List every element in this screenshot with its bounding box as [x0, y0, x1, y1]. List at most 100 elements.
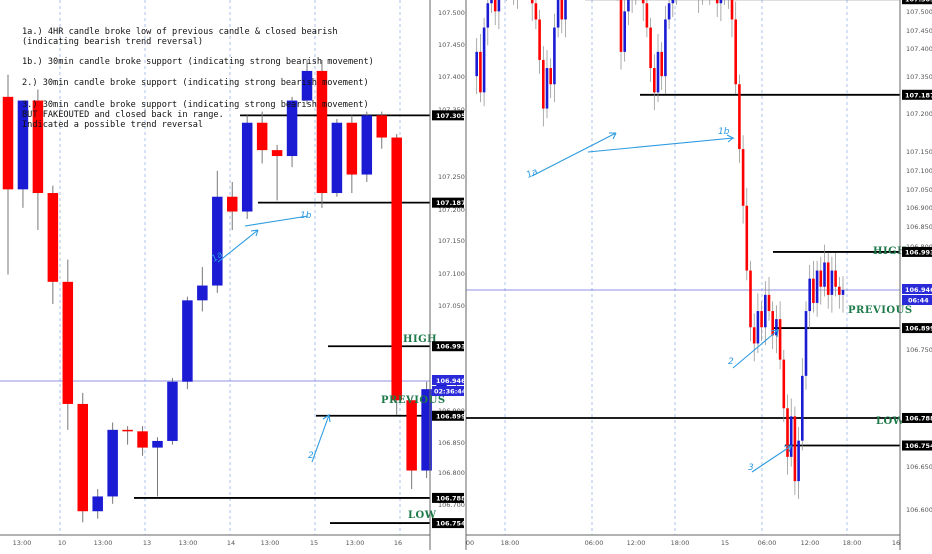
right-candle-body: [808, 278, 811, 312]
left-price-tick: 107.500: [438, 9, 465, 17]
left-low-label: LOW: [408, 510, 437, 521]
right-candle-body: [627, 0, 630, 12]
right-candle-body: [789, 416, 793, 457]
right-candle-body: [782, 359, 786, 409]
left-level-tag-label: 107.187: [436, 199, 466, 207]
left-countdown-tag: [432, 386, 464, 396]
left-candle-body: [406, 400, 417, 471]
left-level-tag: [432, 110, 464, 121]
right-price-tick: 106.850: [906, 223, 932, 231]
right-candle-body: [556, 0, 560, 28]
right-level-tag: [902, 246, 932, 257]
right-candle-body: [771, 311, 774, 336]
right-candle-body: [745, 205, 749, 271]
right-candle-body: [826, 262, 830, 295]
left-level-tag: [432, 341, 464, 352]
right-candle-body: [815, 270, 819, 303]
left-candle-body: [152, 440, 163, 448]
right-candle-body: [823, 262, 826, 287]
right-candle-body: [641, 0, 645, 4]
right-candle-body: [545, 68, 549, 109]
right-candle-body: [719, 0, 723, 4]
right-level-tag: [902, 440, 932, 451]
left-current-price-label: 106.946: [436, 377, 466, 385]
note-3-reversal: Indicated a possible trend reversal: [22, 120, 204, 130]
right-label-3: 3: [748, 463, 754, 473]
right-candle-body: [838, 286, 841, 295]
right-previous-label: PREVIOUS: [848, 305, 913, 316]
left-candle-body: [32, 100, 44, 194]
right-candle-body: [664, 19, 667, 77]
right-level-tag: [902, 89, 932, 100]
left-candle-body: [47, 193, 59, 282]
right-candle-body: [767, 294, 771, 312]
right-candle-body: [738, 84, 741, 150]
right-candle-body: [786, 408, 789, 457]
right-candle-body: [623, 11, 626, 52]
left-candle-body: [137, 431, 148, 448]
right-candle-body: [797, 440, 800, 482]
right-price-tick: 106.900: [906, 204, 932, 212]
left-candle-body: [182, 300, 193, 382]
right-candle-body: [741, 149, 745, 206]
right-candle-body: [560, 0, 564, 20]
right-candle-body: [734, 19, 737, 85]
right-candle-body: [486, 3, 490, 28]
left-candle-body: [77, 403, 88, 512]
left-time-tick: 14: [227, 539, 235, 547]
right-price-tick: 106.650: [906, 463, 932, 471]
right-candle-body: [656, 51, 660, 93]
left-price-tick: 107.050: [438, 302, 465, 310]
left-price-tick: 107.150: [438, 237, 465, 245]
note-1a-line1: 1a.) 4HR candle broke low of previous ca…: [22, 27, 338, 37]
left-time-tick: 16: [394, 539, 402, 547]
right-price-tick: 107.500: [906, 8, 932, 16]
right-price-tick: 106.600: [906, 506, 932, 514]
right-candle-body: [715, 0, 719, 4]
right-time-tick: 18:00: [501, 539, 520, 547]
right-candle-body: [812, 278, 815, 303]
left-time-tick: 13: [143, 539, 151, 547]
left-price-tick: 107.200: [438, 206, 465, 214]
right-candle-body: [493, 0, 497, 12]
right-level-tag: [902, 323, 932, 334]
right-candle-body: [793, 416, 797, 482]
right-candle-body: [530, 0, 534, 4]
left-price-tick: 107.350: [438, 106, 465, 114]
left-time-tick: 15: [310, 539, 318, 547]
right-candle-body: [538, 19, 541, 60]
right-countdown-label: 06:44: [908, 297, 929, 305]
right-level-tag-label: 106.899: [905, 325, 932, 333]
left-price-tick: 107.400: [438, 73, 465, 81]
left-time-tick: 13:00: [179, 539, 198, 547]
left-level-tag-label: 106.788: [436, 494, 466, 502]
right-price-tick: 107.400: [906, 45, 932, 53]
right-candle-body: [667, 3, 671, 20]
right-price-tick: 107.100: [906, 167, 932, 175]
left-time-tick: 13:00: [346, 539, 365, 547]
right-candle-body: [649, 27, 652, 69]
left-candle-body: [212, 196, 223, 286]
left-candle-body: [421, 389, 432, 471]
left-level-tag: [432, 197, 464, 208]
left-price-tick: 106.800: [438, 469, 465, 477]
left-time-tick: 13:00: [94, 539, 113, 547]
left-level-tag-label: 106.754: [436, 520, 466, 528]
right-candle-body: [730, 0, 734, 20]
right-time-tick: 12:00: [627, 539, 646, 547]
left-label-2: 2: [308, 451, 314, 461]
right-level-tag-label: 106.993: [905, 248, 932, 256]
left-candle-body: [286, 100, 298, 157]
right-label-2: 2: [728, 357, 734, 367]
left-candle-body: [107, 429, 118, 497]
right-price-tick: 107.050: [906, 186, 932, 194]
right-label-1b: 1b: [718, 127, 730, 137]
left-price-tick: 107.100: [438, 270, 465, 278]
note-3-fakeout: BUT FAKEOUTED and closed back in range.: [22, 110, 224, 120]
note-3: 3.) 30min candle broke support (indicati…: [22, 100, 369, 110]
left-time-tick: 10: [58, 539, 66, 547]
left-time-tick: 13:00: [261, 539, 280, 547]
left-high-label: HIGH: [403, 334, 437, 345]
